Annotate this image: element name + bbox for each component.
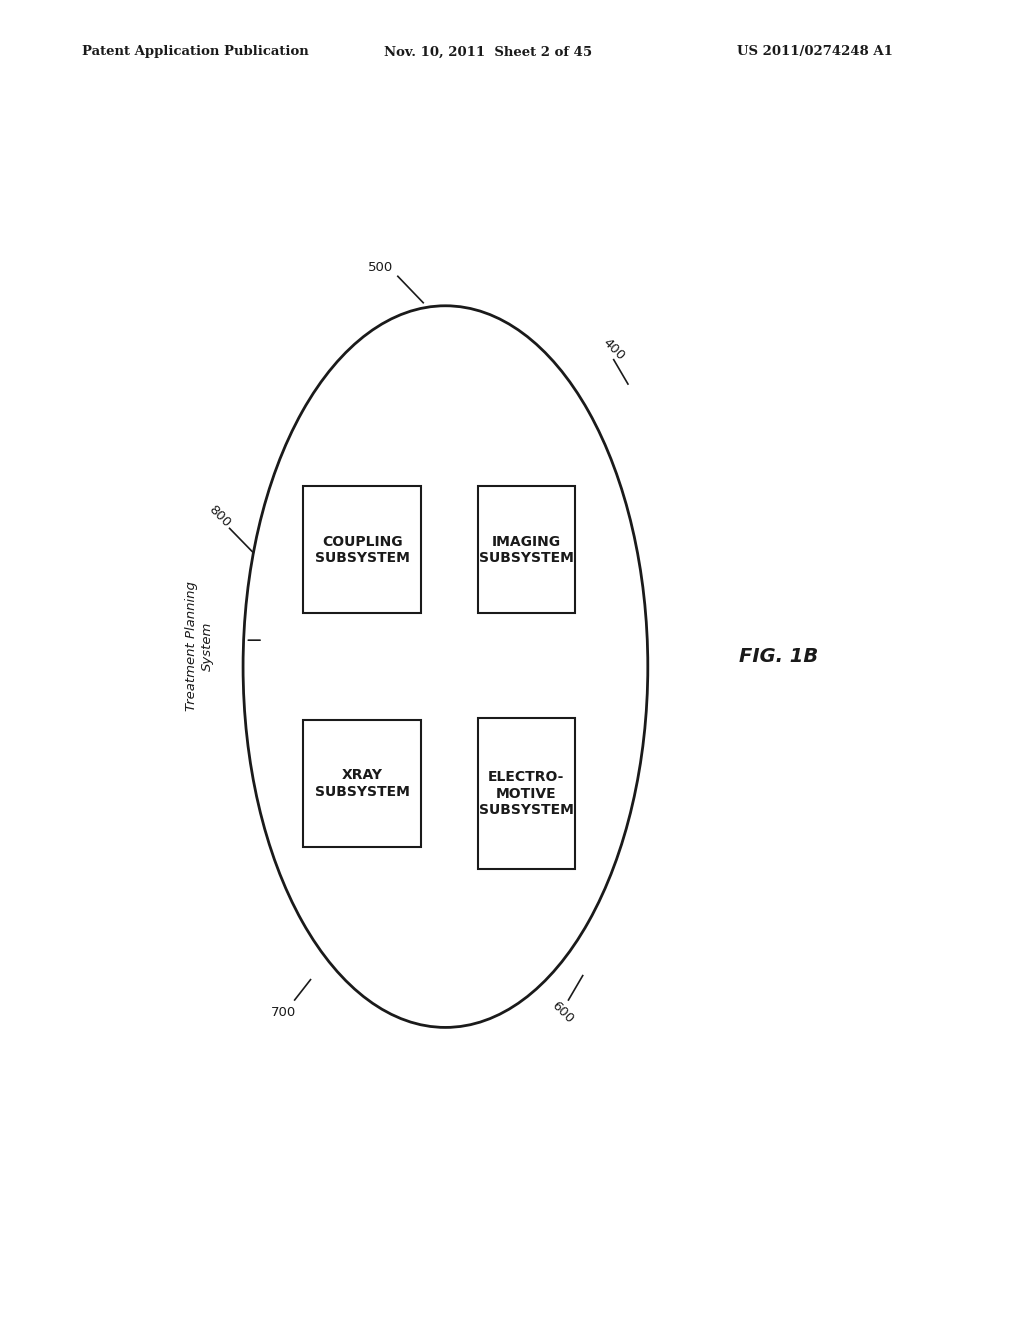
Text: 800: 800 xyxy=(206,503,232,529)
Text: XRAY
SUBSYSTEM: XRAY SUBSYSTEM xyxy=(314,768,410,799)
Text: 600: 600 xyxy=(550,999,577,1026)
Text: Patent Application Publication: Patent Application Publication xyxy=(82,45,308,58)
Text: ELECTRO-
MOTIVE
SUBSYSTEM: ELECTRO- MOTIVE SUBSYSTEM xyxy=(479,771,573,817)
Text: 700: 700 xyxy=(271,1006,296,1019)
Text: FIG. 1B: FIG. 1B xyxy=(739,647,818,665)
Text: IMAGING
SUBSYSTEM: IMAGING SUBSYSTEM xyxy=(479,535,573,565)
Text: 400: 400 xyxy=(600,337,627,363)
Text: Treatment Planning
System: Treatment Planning System xyxy=(185,581,213,711)
Text: 500: 500 xyxy=(368,260,393,273)
Text: COUPLING
SUBSYSTEM: COUPLING SUBSYSTEM xyxy=(314,535,410,565)
Text: Nov. 10, 2011  Sheet 2 of 45: Nov. 10, 2011 Sheet 2 of 45 xyxy=(384,45,592,58)
Text: US 2011/0274248 A1: US 2011/0274248 A1 xyxy=(737,45,893,58)
